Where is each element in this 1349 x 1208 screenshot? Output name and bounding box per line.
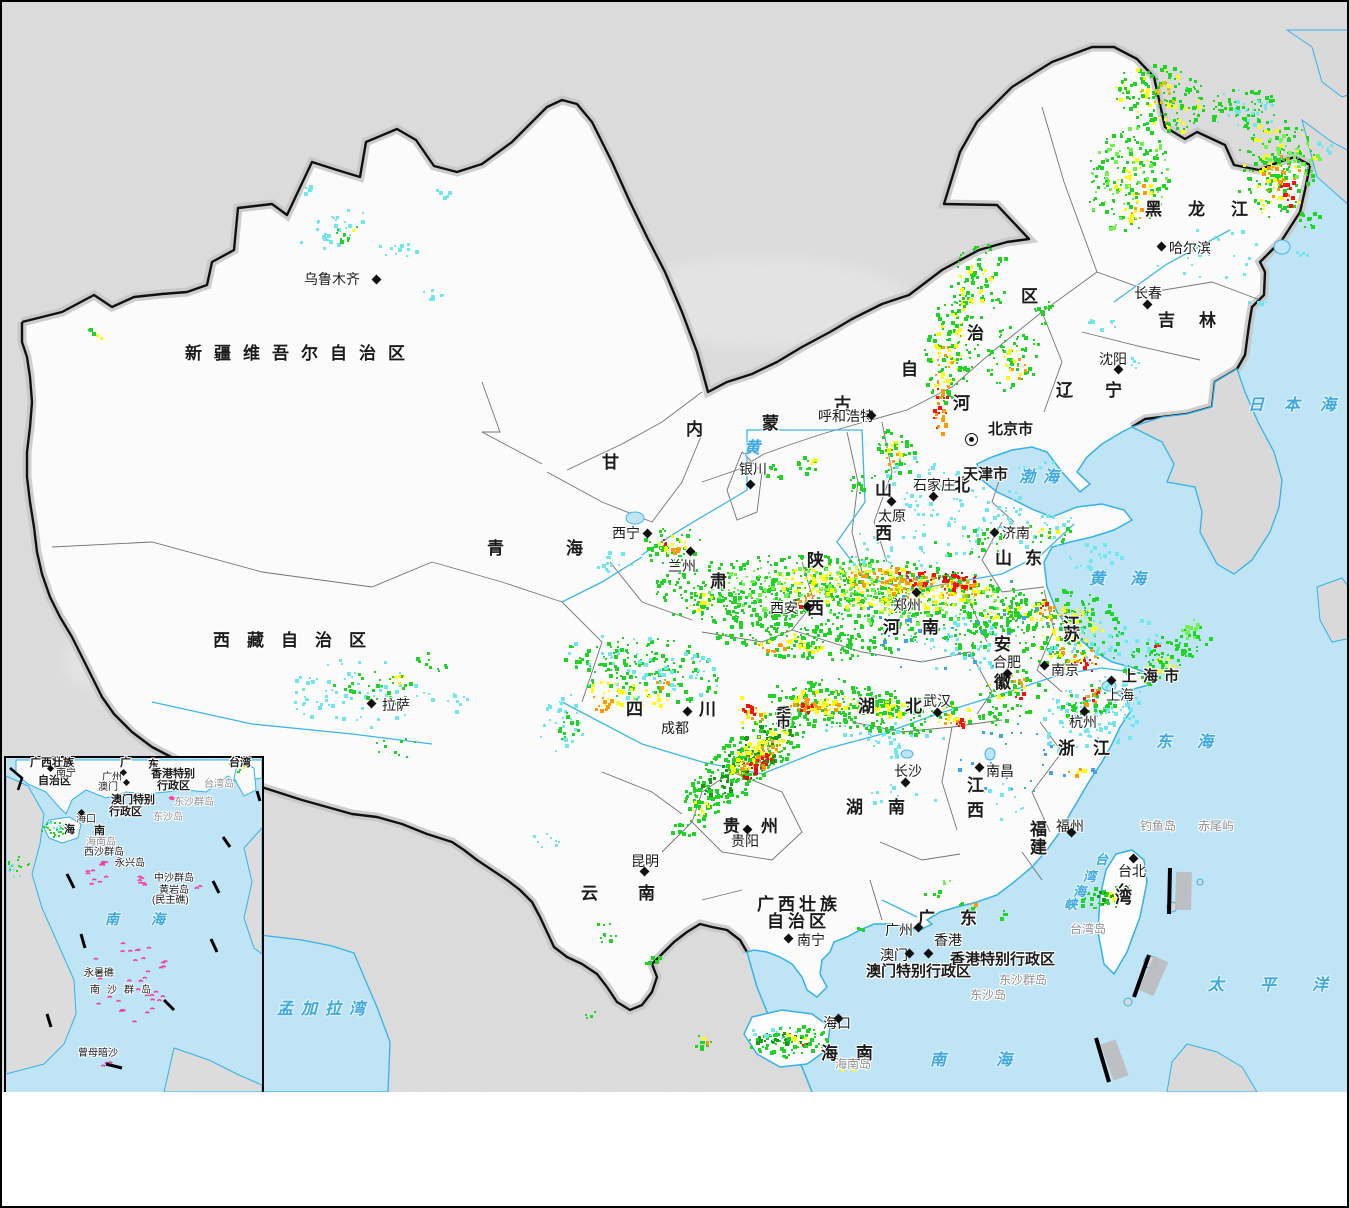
legend-panel: 全国雷达拼图 [2025-08-10 18:42:00] [ 组合反射率 ] 5… [2,1092,1347,1206]
south-china-sea-inset-map [4,756,264,1094]
china-radar-map: 新疆维吾尔自治区 西藏自治区 青海甘肃内蒙古自治区黑龙江 吉林 辽宁河北山西陕西山东 河南… [2,2,1347,1094]
map-canvas [2,2,1347,1092]
